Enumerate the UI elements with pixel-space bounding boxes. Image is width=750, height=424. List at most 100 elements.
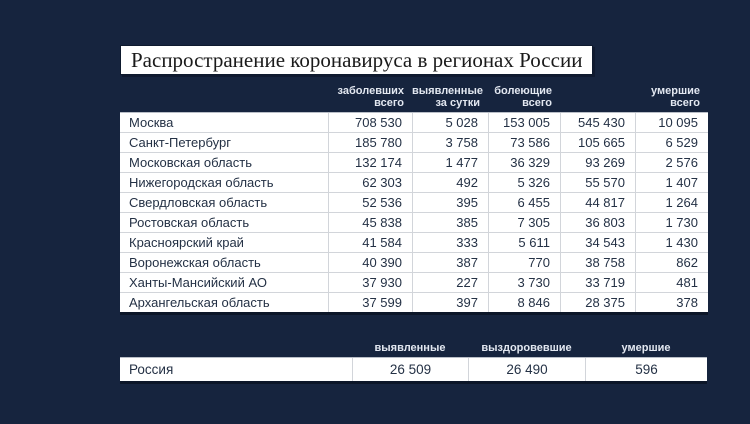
- value-cell: 1 430: [635, 233, 708, 252]
- summary-table-header: выявленные выздоровевшие умершие: [120, 342, 707, 356]
- region-cell: Свердловская область: [129, 195, 268, 210]
- value-cell: 385: [412, 213, 488, 232]
- value-cell: 545 430: [560, 113, 635, 132]
- value-cell: 73 586: [488, 133, 560, 152]
- value-cell: 2 576: [635, 153, 708, 172]
- table-row: Московская область 132 174 1 477 36 329 93 2…: [120, 153, 708, 173]
- value-cell: 62 303: [328, 173, 412, 192]
- column-header: выздоровевшие: [481, 342, 572, 354]
- value-cell: 3 758: [412, 133, 488, 152]
- column-header-line: за сутки: [435, 97, 480, 109]
- regions-table: заболевших всего выявленные за сутки болеющи…: [120, 84, 708, 312]
- column-header: умершие: [621, 342, 671, 354]
- value-cell: 1 407: [635, 173, 708, 192]
- value-cell: 93 269: [560, 153, 635, 172]
- value-cell: 36 329: [488, 153, 560, 172]
- russia-summary-table: выявленные выздоровевшие умершие Россия 26 …: [120, 342, 707, 381]
- column-header-line: заболевших: [337, 85, 404, 97]
- value-cell: 40 390: [328, 253, 412, 272]
- value-cell: 5 326: [488, 173, 560, 192]
- value-cell: 8 846: [488, 293, 560, 312]
- column-header: заболевших всего: [328, 85, 412, 111]
- table-row: Красноярский край 41 584 333 5 611 34 543 1 4…: [120, 233, 708, 253]
- table-row: Нижегородская область 62 303 492 5 326 55 57…: [120, 173, 708, 193]
- value-cell: 28 375: [560, 293, 635, 312]
- regions-table-body: Москва 708 530 5 028 153 005 545 430 10 095 Са…: [120, 112, 708, 312]
- value-cell: 33 719: [560, 273, 635, 292]
- value-cell: 333: [412, 233, 488, 252]
- value-cell: 55 570: [560, 173, 635, 192]
- value-cell: 10 095: [635, 113, 708, 132]
- table-row: Ростовская область 45 838 385 7 305 36 803 1 …: [120, 213, 708, 233]
- table-row: Санкт-Петербург 185 780 3 758 73 586 105 665…: [120, 133, 708, 153]
- value-cell: 481: [635, 273, 708, 292]
- value-cell: 45 838: [328, 213, 412, 232]
- region-cell: Красноярский край: [129, 235, 244, 250]
- value-cell: 6 455: [488, 193, 560, 212]
- value-cell: 37 599: [328, 293, 412, 312]
- table-row: Ханты-Мансийский АО 37 930 227 3 730 33 719 4…: [120, 273, 708, 293]
- column-header-line: всего: [670, 97, 700, 109]
- value-cell: 38 758: [560, 253, 635, 272]
- value-cell: 34 543: [560, 233, 635, 252]
- regions-table-header: заболевших всего выявленные за сутки болеющи…: [120, 84, 708, 111]
- column-header: умершие всего: [635, 85, 708, 111]
- value-cell: 1 477: [412, 153, 488, 172]
- value-cell: 708 530: [328, 113, 412, 132]
- column-header: болеющие всего: [488, 85, 560, 111]
- column-header-line: всего: [374, 97, 404, 109]
- value-cell: 492: [412, 173, 488, 192]
- value-cell: 5 611: [488, 233, 560, 252]
- region-cell: Московская область: [129, 155, 253, 170]
- value-cell: 37 930: [328, 273, 412, 292]
- value-cell: 7 305: [488, 213, 560, 232]
- column-header-line: всего: [522, 97, 552, 109]
- region-cell: Нижегородская область: [129, 175, 274, 190]
- value-cell: 44 817: [560, 193, 635, 212]
- region-cell: Москва: [129, 115, 174, 130]
- column-header: выявленные за сутки: [412, 85, 488, 111]
- region-cell: Ростовская область: [129, 215, 250, 230]
- region-cell: Санкт-Петербург: [129, 135, 231, 150]
- value-cell: 5 028: [412, 113, 488, 132]
- value-cell: 52 536: [328, 193, 412, 212]
- value-cell: 6 529: [635, 133, 708, 152]
- value-cell: 153 005: [488, 113, 560, 132]
- column-header: выявленные: [374, 342, 446, 354]
- value-cell: 185 780: [328, 133, 412, 152]
- summary-table-row: Россия 26 509 26 490 596: [120, 357, 707, 381]
- value-cell: 1 730: [635, 213, 708, 232]
- region-cell: Ханты-Мансийский АО: [129, 275, 267, 290]
- column-header-line: болеющие: [494, 85, 552, 97]
- value-cell: 378: [635, 293, 708, 312]
- value-cell: 36 803: [560, 213, 635, 232]
- value-cell: 387: [412, 253, 488, 272]
- region-cell: Россия: [129, 362, 174, 377]
- region-cell: Воронежская область: [129, 255, 261, 270]
- column-header: [560, 109, 635, 111]
- table-row: Архангельская область 37 599 397 8 846 28 37…: [120, 293, 708, 312]
- value-cell: 26 509: [352, 358, 468, 381]
- value-cell: 3 730: [488, 273, 560, 292]
- value-cell: 132 174: [328, 153, 412, 172]
- value-cell: 105 665: [560, 133, 635, 152]
- column-header-spacer: [120, 109, 328, 111]
- value-cell: 770: [488, 253, 560, 272]
- value-cell: 596: [585, 358, 707, 381]
- column-header-spacer: [120, 342, 352, 356]
- value-cell: 1 264: [635, 193, 708, 212]
- column-header-line: выявленные: [412, 85, 483, 97]
- value-cell: 26 490: [468, 358, 585, 381]
- value-cell: 397: [412, 293, 488, 312]
- value-cell: 862: [635, 253, 708, 272]
- value-cell: 395: [412, 193, 488, 212]
- value-cell: 227: [412, 273, 488, 292]
- region-cell: Архангельская область: [129, 295, 270, 310]
- value-cell: 41 584: [328, 233, 412, 252]
- table-row: Свердловская область 52 536 395 6 455 44 817…: [120, 193, 708, 213]
- column-header-line: умершие: [651, 85, 700, 97]
- table-row: Москва 708 530 5 028 153 005 545 430 10 095: [120, 113, 708, 133]
- page-title: Распространение коронавируса в регионах …: [120, 45, 594, 75]
- table-row: Воронежская область 40 390 387 770 38 758 862: [120, 253, 708, 273]
